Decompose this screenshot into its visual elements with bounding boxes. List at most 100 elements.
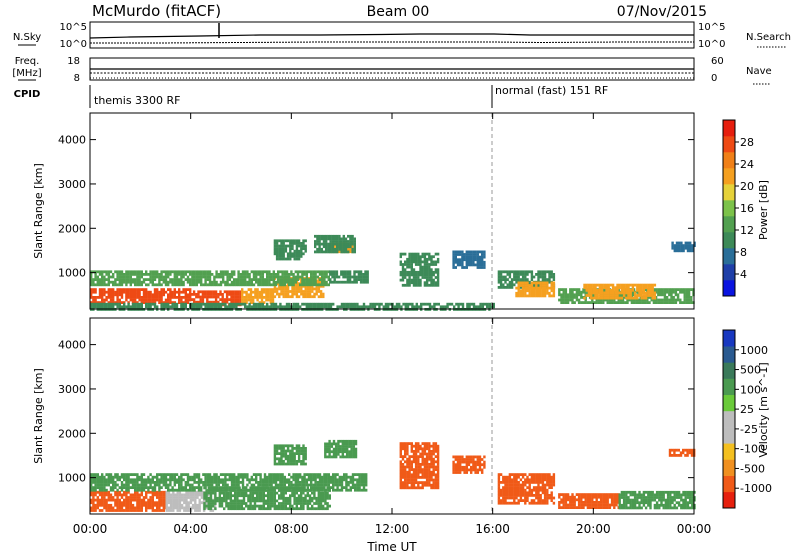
data-cell [526,284,529,287]
data-cell [622,291,626,295]
data-cell [340,280,343,284]
data-cell [92,288,95,291]
data-cell [160,486,163,489]
data-cell [90,483,93,487]
data-cell [344,250,348,254]
data-cell [302,462,305,466]
data-cell [136,296,139,299]
data-cell [260,301,264,304]
data-cell [151,302,154,306]
data-cell [295,257,299,261]
data-cell [305,280,308,284]
data-cell [123,483,126,487]
data-cell [235,302,238,306]
data-cell [255,273,258,276]
data-cell [244,278,247,281]
data-cell [611,294,615,297]
data-cell [272,305,275,309]
data-cell [292,488,295,492]
data-cell [654,298,658,302]
data-cell [654,301,658,304]
data-cell [611,283,615,287]
data-cell [417,270,420,274]
data-cell [650,298,653,302]
data-cell [280,449,283,453]
data-cell [338,240,341,243]
data-cell [580,296,583,299]
data-cell [278,507,281,511]
data-cell [640,283,643,287]
data-cell [434,260,438,264]
data-cell [103,283,106,287]
data-cell [230,483,234,487]
data-cell [515,270,518,274]
data-cell [466,302,469,306]
data-cell [558,293,561,297]
data-cell [432,460,435,464]
data-cell [294,481,297,484]
data-cell [180,503,184,507]
data-cell [228,486,231,489]
data-cell [165,490,168,494]
data-cell [350,442,353,446]
data-cell [185,496,188,499]
data-cell [380,302,383,306]
data-cell [689,246,692,250]
data-cell [404,276,407,279]
data-cell [346,450,349,454]
data-cell [197,486,201,489]
data-cell [214,300,218,304]
data-cell [178,478,181,482]
data-cell [671,246,674,250]
data-cell [273,444,277,448]
data-cell [96,498,99,502]
data-cell [257,270,260,274]
data-cell [118,475,121,479]
data-cell [336,247,339,251]
data-cell [330,455,333,459]
data-cell [569,293,572,297]
data-cell [675,244,679,247]
data-cell [136,506,139,510]
data-cell [94,473,97,476]
data-cell [153,481,157,484]
data-cell [474,460,477,464]
data-cell [285,280,289,284]
data-cell [292,280,295,284]
data-cell [661,301,664,304]
data-cell [153,298,157,302]
data-cell [406,450,409,453]
data-cell [575,298,579,302]
data-cell [279,486,282,489]
data-cell [107,283,110,287]
data-cell [288,275,291,279]
data-cell [349,486,352,489]
data-cell [302,454,305,458]
data-cell [125,473,128,476]
data-cell [189,298,192,302]
data-cell [191,270,194,274]
data-cell [162,503,165,507]
data-cell [354,442,358,446]
data-cell [506,286,509,289]
data-cell [481,266,484,269]
data-cell [328,452,331,456]
data-cell [463,258,466,262]
data-cell [408,460,411,464]
data-cell [284,491,287,495]
data-cell [603,296,606,300]
data-cell [404,452,407,456]
data-cell [454,250,457,254]
data-cell [153,273,157,276]
data-cell [434,268,438,272]
data-cell [401,463,405,466]
data-cell [290,475,293,479]
data-cell [308,507,312,511]
data-cell [435,302,438,306]
data-cell [607,288,610,292]
data-cell [302,449,305,453]
data-cell [408,252,411,256]
data-cell [194,501,197,505]
data-cell [305,283,308,287]
data-cell [629,294,632,297]
